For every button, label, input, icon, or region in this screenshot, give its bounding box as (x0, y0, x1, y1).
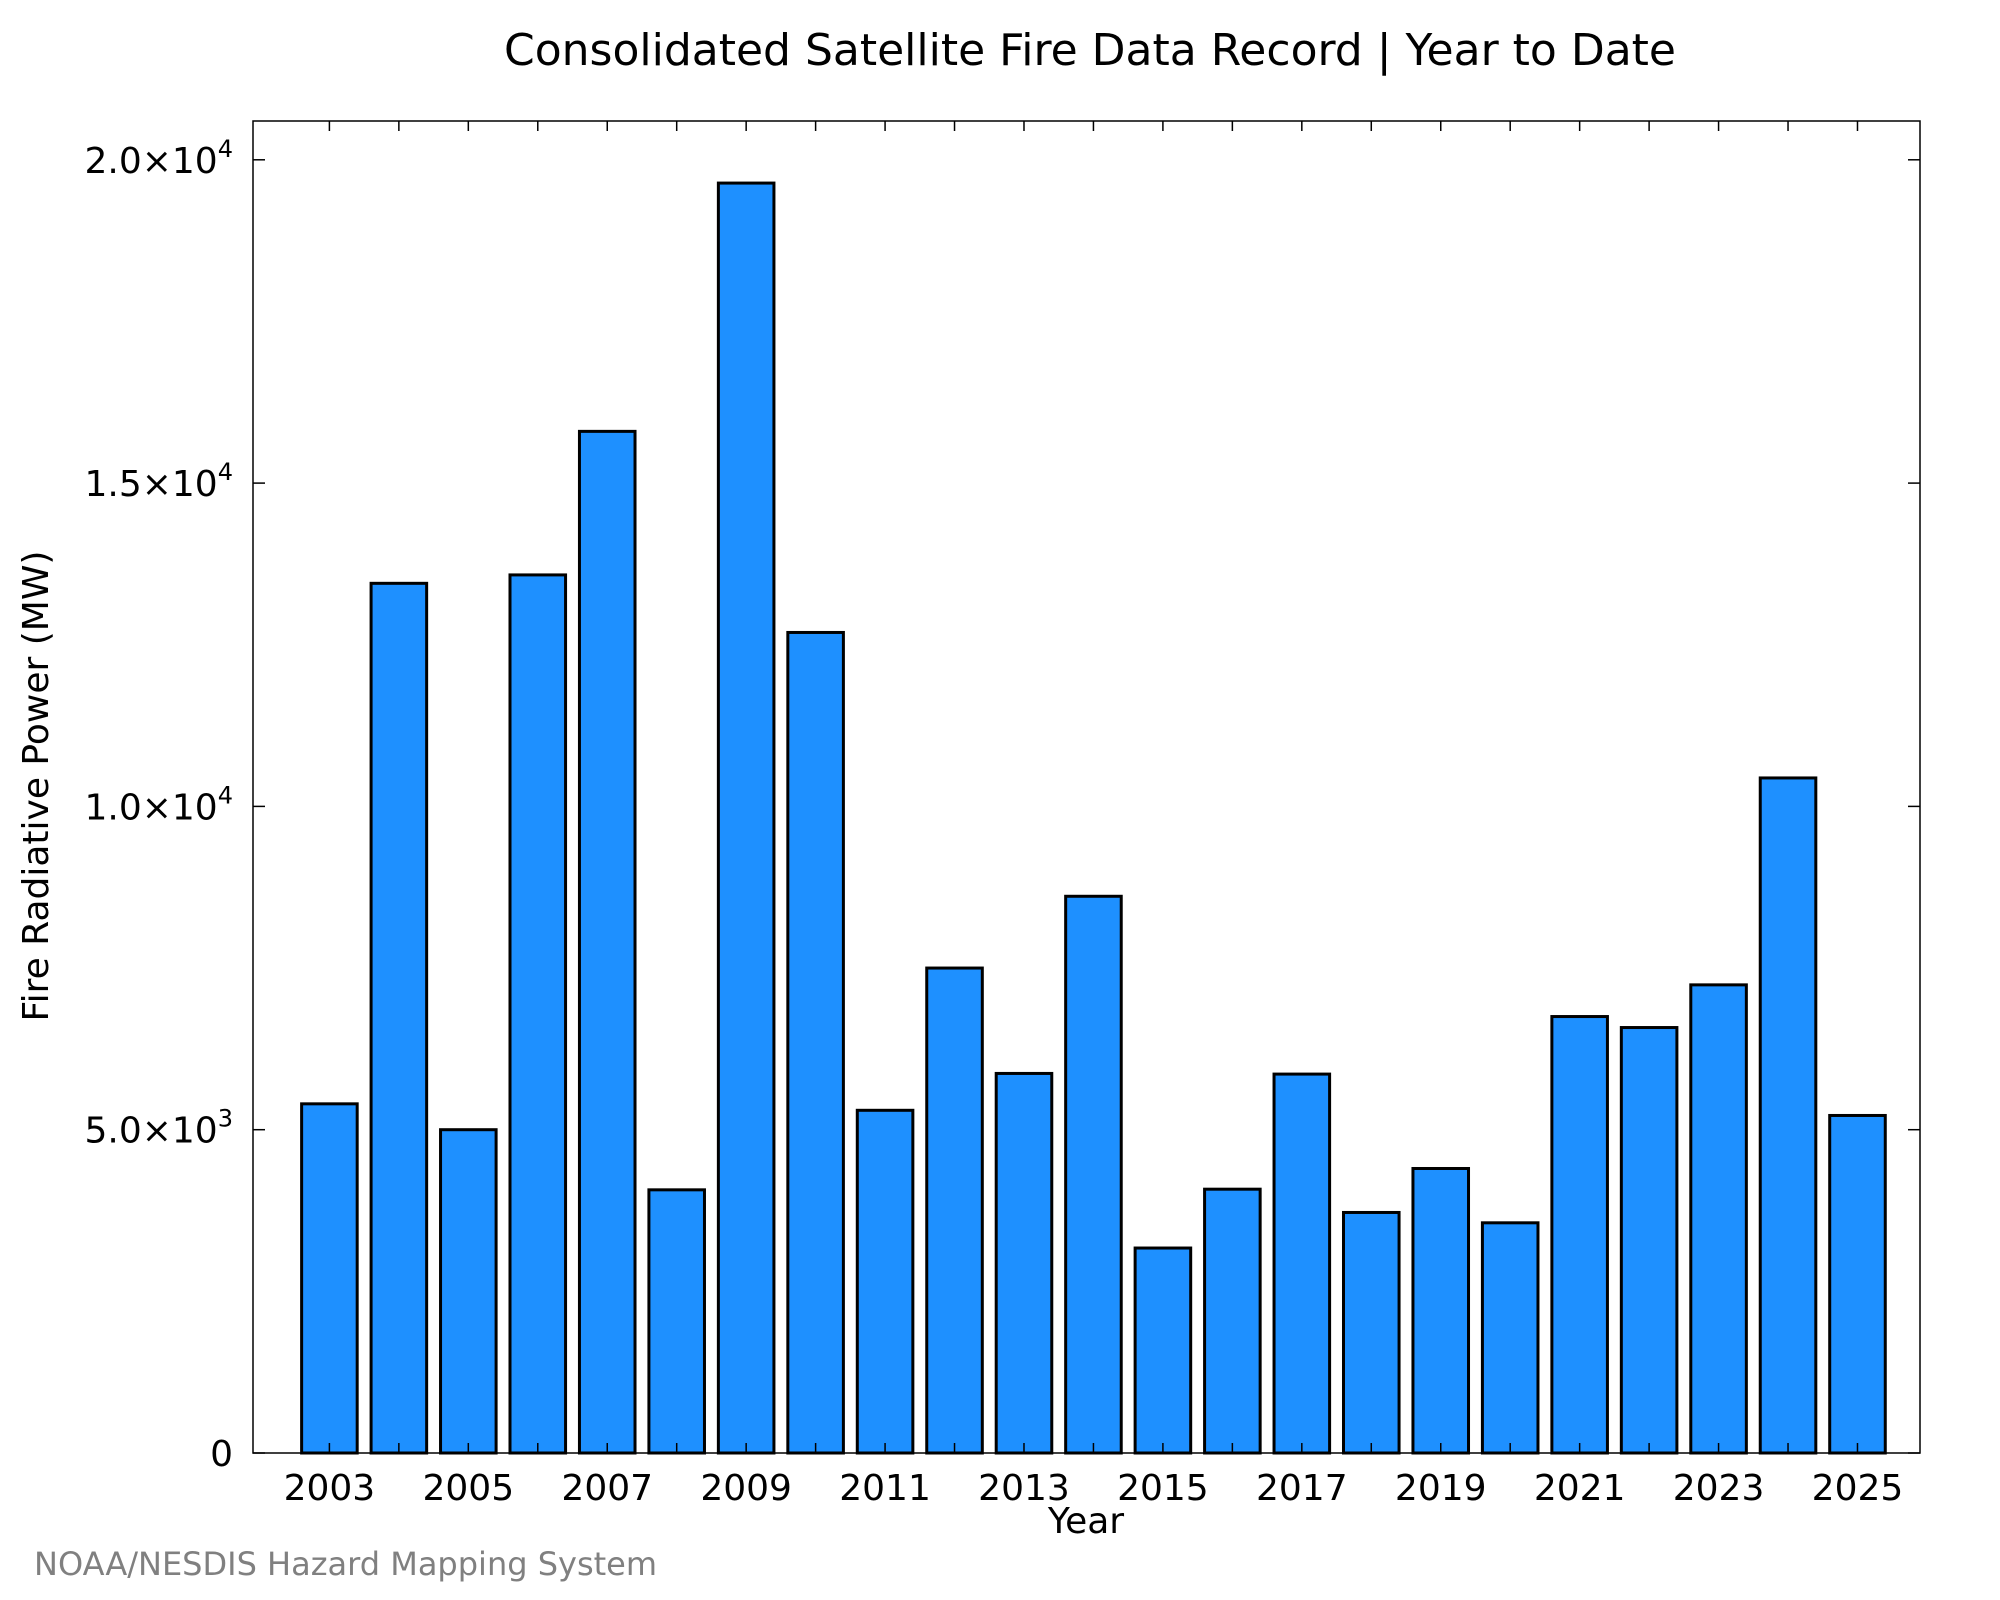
bar-2024 (1758, 776, 1818, 1455)
bar-2007 (577, 429, 637, 1455)
x-tick-label-2019: 2019 (1395, 1468, 1487, 1509)
source-credit: NOAA/NESDIS Hazard Mapping System (34, 1545, 657, 1583)
bar-2014 (1064, 894, 1123, 1455)
bar-2008 (647, 1188, 706, 1455)
bar-2005 (439, 1128, 498, 1455)
bar-2009 (716, 181, 776, 1455)
bar-2006 (508, 573, 568, 1455)
bar-2010 (786, 630, 845, 1455)
x-tick-label-2023: 2023 (1673, 1468, 1765, 1509)
chart-title: Consolidated Satellite Fire Data Record … (504, 25, 1676, 76)
x-tick-label-2005: 2005 (423, 1468, 515, 1509)
plot-frame (252, 120, 1921, 1454)
bar-2021 (1550, 1015, 1609, 1455)
y-axis-ticks: 0 5.0×103 1.0×104 1.5×104 2.0×104 (84, 135, 1920, 1475)
bar-2025 (1828, 1113, 1887, 1455)
x-tick-label-2015: 2015 (1117, 1468, 1209, 1509)
x-tick-label-2003: 2003 (284, 1468, 376, 1509)
x-tick-label-2017: 2017 (1256, 1468, 1348, 1509)
bar-2013 (994, 1071, 1054, 1455)
x-tick-label-2013: 2013 (978, 1468, 1070, 1509)
x-tick-label-2025: 2025 (1812, 1468, 1904, 1509)
bar-2012 (925, 966, 984, 1455)
x-tick-label-2011: 2011 (839, 1468, 931, 1509)
y-tick-label-5000: 5.0×103 (84, 1105, 233, 1152)
y-tick-label-20000: 2.0×104 (84, 135, 233, 182)
y-tick-label-0: 0 (210, 1434, 233, 1475)
x-tick-label-2007: 2007 (561, 1468, 653, 1509)
bar-2011 (855, 1108, 915, 1455)
bar-2003 (300, 1102, 359, 1455)
y-tick-label-15000: 1.5×104 (84, 458, 233, 505)
bar-2017 (1272, 1072, 1332, 1455)
bar-2004 (369, 581, 429, 1455)
x-tick-label-2021: 2021 (1534, 1468, 1626, 1509)
x-tick-label-2009: 2009 (700, 1468, 792, 1509)
y-tick-label-10000: 1.0×104 (84, 781, 233, 828)
bar-2020 (1480, 1221, 1540, 1455)
bars-group (300, 181, 1887, 1455)
bar-2022 (1619, 1026, 1679, 1455)
bar-2016 (1203, 1187, 1262, 1455)
x-axis-ticks: 2003 2005 2007 2009 2011 2013 2015 2017 2019 2021… (284, 121, 1904, 1509)
bar-2019 (1411, 1166, 1471, 1455)
bar-2018 (1341, 1210, 1401, 1455)
bar-2015 (1133, 1246, 1193, 1455)
x-axis-label: Year (1047, 1501, 1124, 1542)
y-axis-label: Fire Radiative Power (MW) (16, 551, 57, 1022)
bar-2023 (1689, 983, 1748, 1455)
